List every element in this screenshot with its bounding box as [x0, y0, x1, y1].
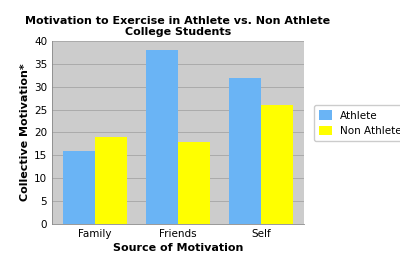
Bar — [178, 141, 210, 224]
Y-axis label: Collective Motivation*: Collective Motivation* — [20, 64, 30, 201]
Bar — [230, 78, 261, 224]
Bar — [146, 50, 178, 224]
X-axis label: Source of Motivation: Source of Motivation — [113, 243, 243, 253]
Legend: Athlete, Non Athlete: Athlete, Non Athlete — [314, 105, 400, 141]
Bar — [95, 137, 126, 224]
Bar — [64, 151, 95, 224]
Bar — [261, 105, 292, 224]
Title: Motivation to Exercise in Athlete vs. Non Athlete
College Students: Motivation to Exercise in Athlete vs. No… — [26, 16, 330, 37]
